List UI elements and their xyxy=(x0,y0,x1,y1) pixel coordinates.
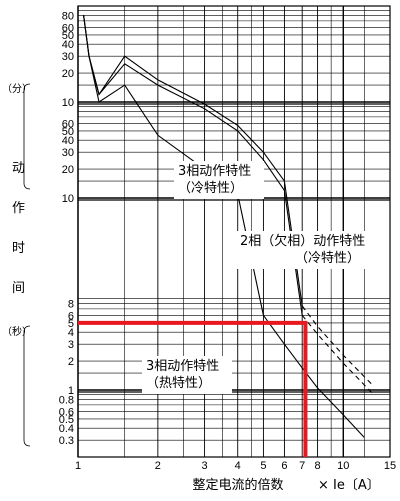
y-tick-label: 50 xyxy=(62,126,74,138)
y-tick-label: 0.6 xyxy=(59,406,74,418)
annotation-text: 2相（欠相）动作特性 xyxy=(240,233,365,249)
y-tick-label: 10 xyxy=(62,193,74,205)
annotation-bg xyxy=(174,161,264,199)
x-axis-title: 整定电流的倍数 xyxy=(192,477,283,493)
y-tick-label: 60 xyxy=(62,118,74,130)
annotation-text: （冷特性） xyxy=(178,181,243,196)
y-tick-label: 40 xyxy=(62,39,74,51)
x-tick-label: 2 xyxy=(155,460,161,472)
annotation-text: （冷特性） xyxy=(295,251,360,266)
y-axis-title: 动作时间 xyxy=(12,161,25,296)
y-tick-label: 30 xyxy=(62,51,74,63)
y-tick-label: 40 xyxy=(62,135,74,147)
x-tick-label: 4 xyxy=(235,460,241,472)
y-tick-labels: 102030405060801020304050600.30.40.50.60.… xyxy=(59,10,74,447)
y-tick-label: 0.3 xyxy=(59,435,74,447)
y-tick-label: 6 xyxy=(68,310,74,322)
x-tick-label: 6 xyxy=(281,460,287,472)
y-tick-label: 4 xyxy=(68,327,74,339)
x-tick-label: 8 xyxy=(315,460,321,472)
y-tick-label: 0.4 xyxy=(59,423,74,435)
x-tick-label: 3 xyxy=(202,460,208,472)
series-line xyxy=(83,15,303,307)
y-tick-label: 3 xyxy=(68,339,74,351)
y-axis-title-char: 作 xyxy=(12,201,25,216)
y-tick-label: 50 xyxy=(62,30,74,42)
series-line-extrapolated xyxy=(301,305,374,387)
y-tick-label: 1 xyxy=(68,385,74,397)
y-tick-label: 2 xyxy=(68,356,74,368)
annotation-bg xyxy=(236,231,376,269)
x-tick-label: 5 xyxy=(260,460,266,472)
x-tick-label: 1 xyxy=(75,460,81,472)
minutes-bracket xyxy=(23,83,31,190)
y-tick-label: 20 xyxy=(62,68,74,80)
y-axis-title-char: 时 xyxy=(12,241,25,256)
annotation-text: （热特性） xyxy=(146,376,211,391)
x-tick-labels: 1 2 3 4 5 6 7 8 10 15 xyxy=(75,460,396,472)
x-axis-unit: × Ie〔A〕 xyxy=(318,478,380,493)
annotation-text: 3相动作特性 xyxy=(146,359,219,374)
y-unit-minutes: （分） xyxy=(2,83,32,95)
x-tick-label: 10 xyxy=(337,460,349,472)
y-tick-label: 0.5 xyxy=(59,414,74,426)
x-tick-label: 15 xyxy=(384,460,396,472)
annotation-text: 3相动作特性 xyxy=(178,164,251,179)
y-tick-label: 5 xyxy=(68,318,74,330)
annotation-bg xyxy=(142,356,232,394)
seconds-bracket xyxy=(23,325,31,447)
y-tick-label: 10 xyxy=(62,97,74,109)
y-tick-label: 20 xyxy=(62,164,74,176)
y-tick-label: 80 xyxy=(62,10,74,22)
y-axis-title-char: 间 xyxy=(12,281,25,296)
y-axis-title-char: 动 xyxy=(12,161,25,176)
y-tick-label: 0.8 xyxy=(59,394,74,406)
y-tick-label: 60 xyxy=(62,22,74,34)
y-tick-label: 30 xyxy=(62,147,74,159)
series-line-extrapolated xyxy=(301,314,374,395)
annotations: 3相动作特性 （冷特性） 2相（欠相）动作特性 （冷特性） 3相动作特性 （热特性） xyxy=(142,161,376,394)
y-tick-label: 8 xyxy=(68,298,74,310)
x-tick-label: 7 xyxy=(299,460,305,472)
highlight-marker xyxy=(78,320,308,457)
highlight-line xyxy=(78,320,308,457)
y-unit-seconds: （秒） xyxy=(2,325,32,338)
